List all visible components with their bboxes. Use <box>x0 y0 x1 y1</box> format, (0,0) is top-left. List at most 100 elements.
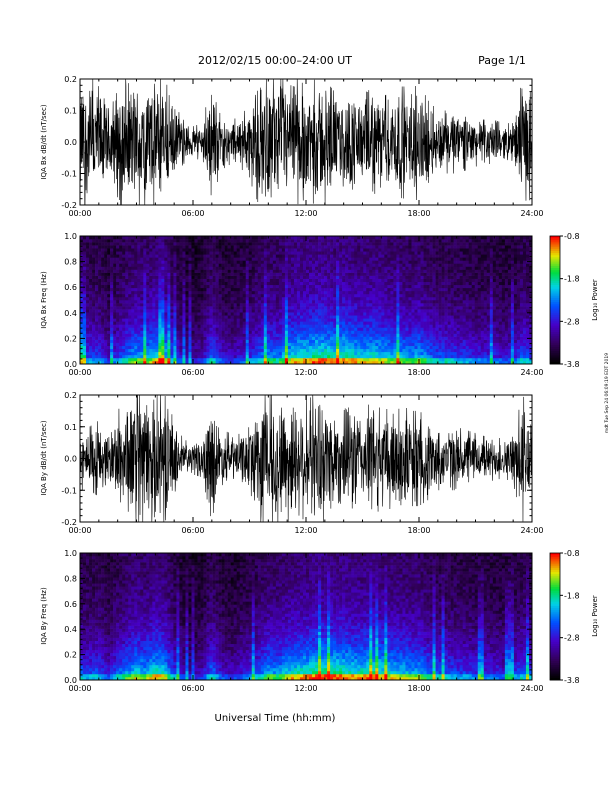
spectrogram-cell <box>339 351 343 356</box>
spectrogram-cell <box>348 321 352 325</box>
spectrogram-cell <box>230 309 234 313</box>
spectrogram-cell <box>375 251 379 255</box>
spectrogram-cell <box>242 318 247 322</box>
spectrogram-cell <box>98 354 102 359</box>
spectrogram-cell <box>107 336 111 340</box>
spectrogram-cell <box>176 236 180 240</box>
spectrogram-cell <box>131 242 135 246</box>
spectrogram-cell <box>351 318 355 322</box>
spectrogram-cell <box>143 272 147 276</box>
spectrogram-cell <box>381 245 385 249</box>
spectrogram-cell <box>284 251 289 255</box>
spectrogram-cell <box>363 300 367 304</box>
spectrogram-cell <box>324 245 328 249</box>
page-title: 2012/02/15 00:00–24:00 UT <box>198 54 352 67</box>
spectrogram-cell <box>411 306 415 310</box>
spectrogram-cell <box>396 360 400 365</box>
spectrogram-cell <box>149 260 153 264</box>
spectrogram-cell <box>254 300 259 304</box>
spectrogram-cell <box>348 248 352 252</box>
spectrogram-cell <box>357 245 361 249</box>
spectrogram-cell <box>86 348 90 353</box>
spectrogram-cell <box>182 257 186 261</box>
spectrogram-cell <box>203 360 207 365</box>
spectrogram-cell <box>260 321 265 325</box>
spectrogram-cell <box>411 315 415 319</box>
spectrogram-cell <box>242 330 247 334</box>
spectrogram-cell <box>212 333 216 337</box>
spectrogram-cell <box>426 272 430 276</box>
spectrogram-cell <box>194 272 198 276</box>
spectrogram-cell <box>224 284 228 289</box>
spectrogram-cell <box>402 348 406 353</box>
spectrogram-cell <box>155 318 159 322</box>
spectrogram-cell <box>83 281 87 286</box>
spectrogram-cell <box>158 348 162 353</box>
spectrogram-cell <box>408 345 412 350</box>
spectrogram-cell <box>101 293 105 298</box>
spectrogram-cell <box>86 333 90 337</box>
spectrogram-cell <box>176 321 180 325</box>
spectrogram-cell <box>263 278 268 283</box>
spectrogram-cell <box>309 248 313 252</box>
spectrogram-cell <box>342 266 346 270</box>
spectrogram-cell <box>173 239 177 243</box>
spectrogram-cell <box>218 287 222 292</box>
spectrogram-cell <box>215 278 219 283</box>
spectrogram-cell <box>342 296 346 301</box>
spectrogram-cell <box>402 360 406 365</box>
spectrogram-cell <box>275 290 280 295</box>
spectrogram-cell <box>200 266 204 270</box>
spectrogram-cell <box>92 348 96 353</box>
spectrogram-cell <box>80 266 84 270</box>
spectrogram-cell <box>224 309 228 313</box>
spectrogram-cell <box>293 309 298 313</box>
spectrogram-cell <box>203 315 207 319</box>
spectrogram-cell <box>164 275 168 279</box>
spectrogram-cell <box>420 339 424 343</box>
spectrogram-cell <box>387 321 391 325</box>
spectrogram-cell <box>360 278 364 283</box>
spectrogram-cell <box>257 257 262 261</box>
spectrogram-cell <box>378 269 382 273</box>
spectrogram-cell <box>378 284 382 289</box>
spectrogram-cell <box>224 360 228 365</box>
spectrogram-cell <box>221 303 225 307</box>
spectrogram-cell <box>414 345 418 350</box>
spectrogram-cell <box>245 272 250 276</box>
spectrogram-cell <box>266 330 271 334</box>
spectrogram-cell <box>215 290 219 295</box>
spectrogram-cell <box>330 318 334 322</box>
spectrogram-cell <box>360 284 364 289</box>
spectrogram-cell <box>369 324 373 328</box>
spectrogram-cell <box>134 360 138 365</box>
spectrogram-cell <box>176 296 180 301</box>
spectrogram-cell <box>324 263 328 267</box>
spectrogram-cell <box>104 242 108 246</box>
spectrogram-cell <box>330 315 334 319</box>
spectrogram-cell <box>224 333 228 337</box>
spectrogram-cell <box>266 242 271 246</box>
spectrogram-cell <box>287 245 292 249</box>
spectrogram-cell <box>257 309 262 313</box>
spectrogram-cell <box>302 254 307 258</box>
spectrogram-cell <box>321 287 325 292</box>
spectrogram-cell <box>426 333 430 337</box>
spectrogram-cell <box>339 242 343 246</box>
spectrogram-cell <box>92 336 96 340</box>
spectrogram-cell <box>104 339 108 343</box>
spectrogram-cell <box>167 290 171 295</box>
spectrogram-cell <box>327 269 331 273</box>
spectrogram-cell <box>80 357 84 362</box>
spectrogram-cell <box>381 306 385 310</box>
spectrogram-cell <box>423 251 427 255</box>
spectrogram-cell <box>417 333 421 337</box>
spectrogram-cell <box>197 309 201 313</box>
spectrogram-cell <box>236 330 240 334</box>
spectrogram-cell <box>140 321 144 325</box>
spectrogram-cell <box>95 333 99 337</box>
spectrogram-cell <box>218 324 222 328</box>
spectrogram-cell <box>396 287 400 292</box>
spectrogram-cell <box>393 303 397 307</box>
spectrogram-cell <box>411 263 415 267</box>
